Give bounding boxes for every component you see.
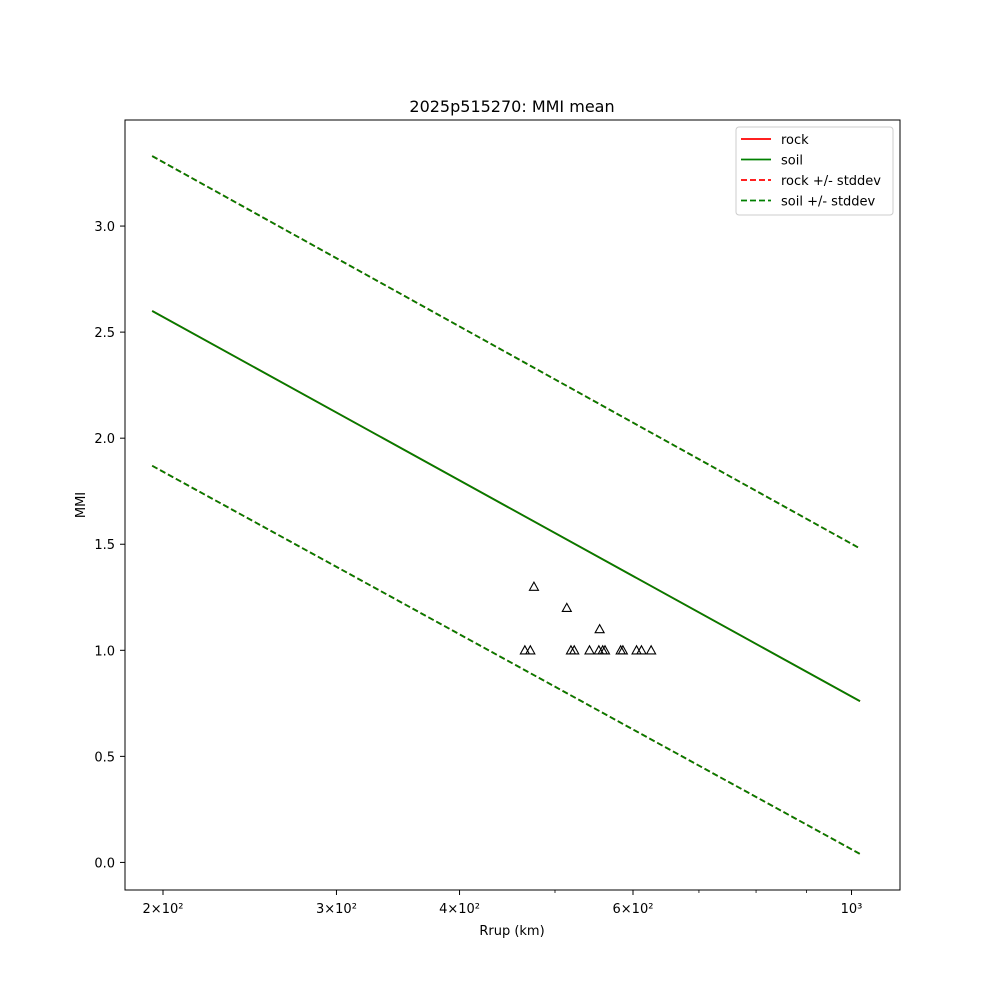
legend-label-3: soil +/- stddev [781, 195, 876, 210]
legend-label-2: rock +/- stddev [781, 174, 881, 189]
observation-point-2 [528, 581, 540, 591]
x-tick-label-2: 4×10² [439, 902, 480, 917]
x-tick-label-1: 3×10² [316, 902, 357, 917]
chart-title: 2025p515270: MMI mean [409, 97, 614, 116]
y-tick-label-2: 1.0 [94, 644, 115, 659]
y-tick-label-5: 2.5 [94, 326, 115, 341]
legend-label-1: soil [781, 154, 803, 169]
observation-point-6 [584, 644, 595, 655]
plot-lines [151, 155, 861, 855]
x-tick-label-4: 10³ [841, 902, 863, 917]
y-tick-label-3: 1.5 [94, 538, 115, 553]
observation-point-7 [594, 623, 606, 634]
observation-point-1 [524, 644, 536, 655]
legend-label-0: rock [781, 133, 809, 148]
legend: rock soil rock +/- stddev soil +/- stddev [735, 126, 894, 216]
x-axis-label: Rrup (km) [479, 924, 544, 939]
observation-point-5 [568, 644, 580, 655]
observation-point-14 [636, 644, 647, 655]
y-tick-label-0: 0.0 [94, 856, 115, 871]
y-tick-label-1: 0.5 [94, 750, 115, 765]
observation-point-10 [599, 644, 611, 655]
x-tick-label-0: 2×10² [143, 902, 184, 917]
plot-frame [124, 119, 901, 891]
y-axis-label: MMI [74, 492, 89, 518]
y-tick-label-6: 3.0 [94, 220, 115, 235]
observation-point-0 [519, 644, 531, 655]
observation-point-3 [561, 602, 573, 613]
observation-point-15 [645, 644, 657, 655]
x-tick-label-3: 6×10² [613, 902, 654, 917]
x-axis-ticks: 2×10² 3×10² 4×10² 6×10² 10³ [143, 890, 863, 917]
y-tick-label-4: 2.0 [94, 432, 115, 447]
legend-box [735, 126, 894, 216]
y-axis-ticks: 0.0 0.5 1.0 1.5 2.0 2.5 3.0 [94, 220, 125, 871]
observation-point-12 [617, 644, 629, 655]
observation-markers [519, 581, 657, 655]
series-line-1 [151, 310, 861, 702]
